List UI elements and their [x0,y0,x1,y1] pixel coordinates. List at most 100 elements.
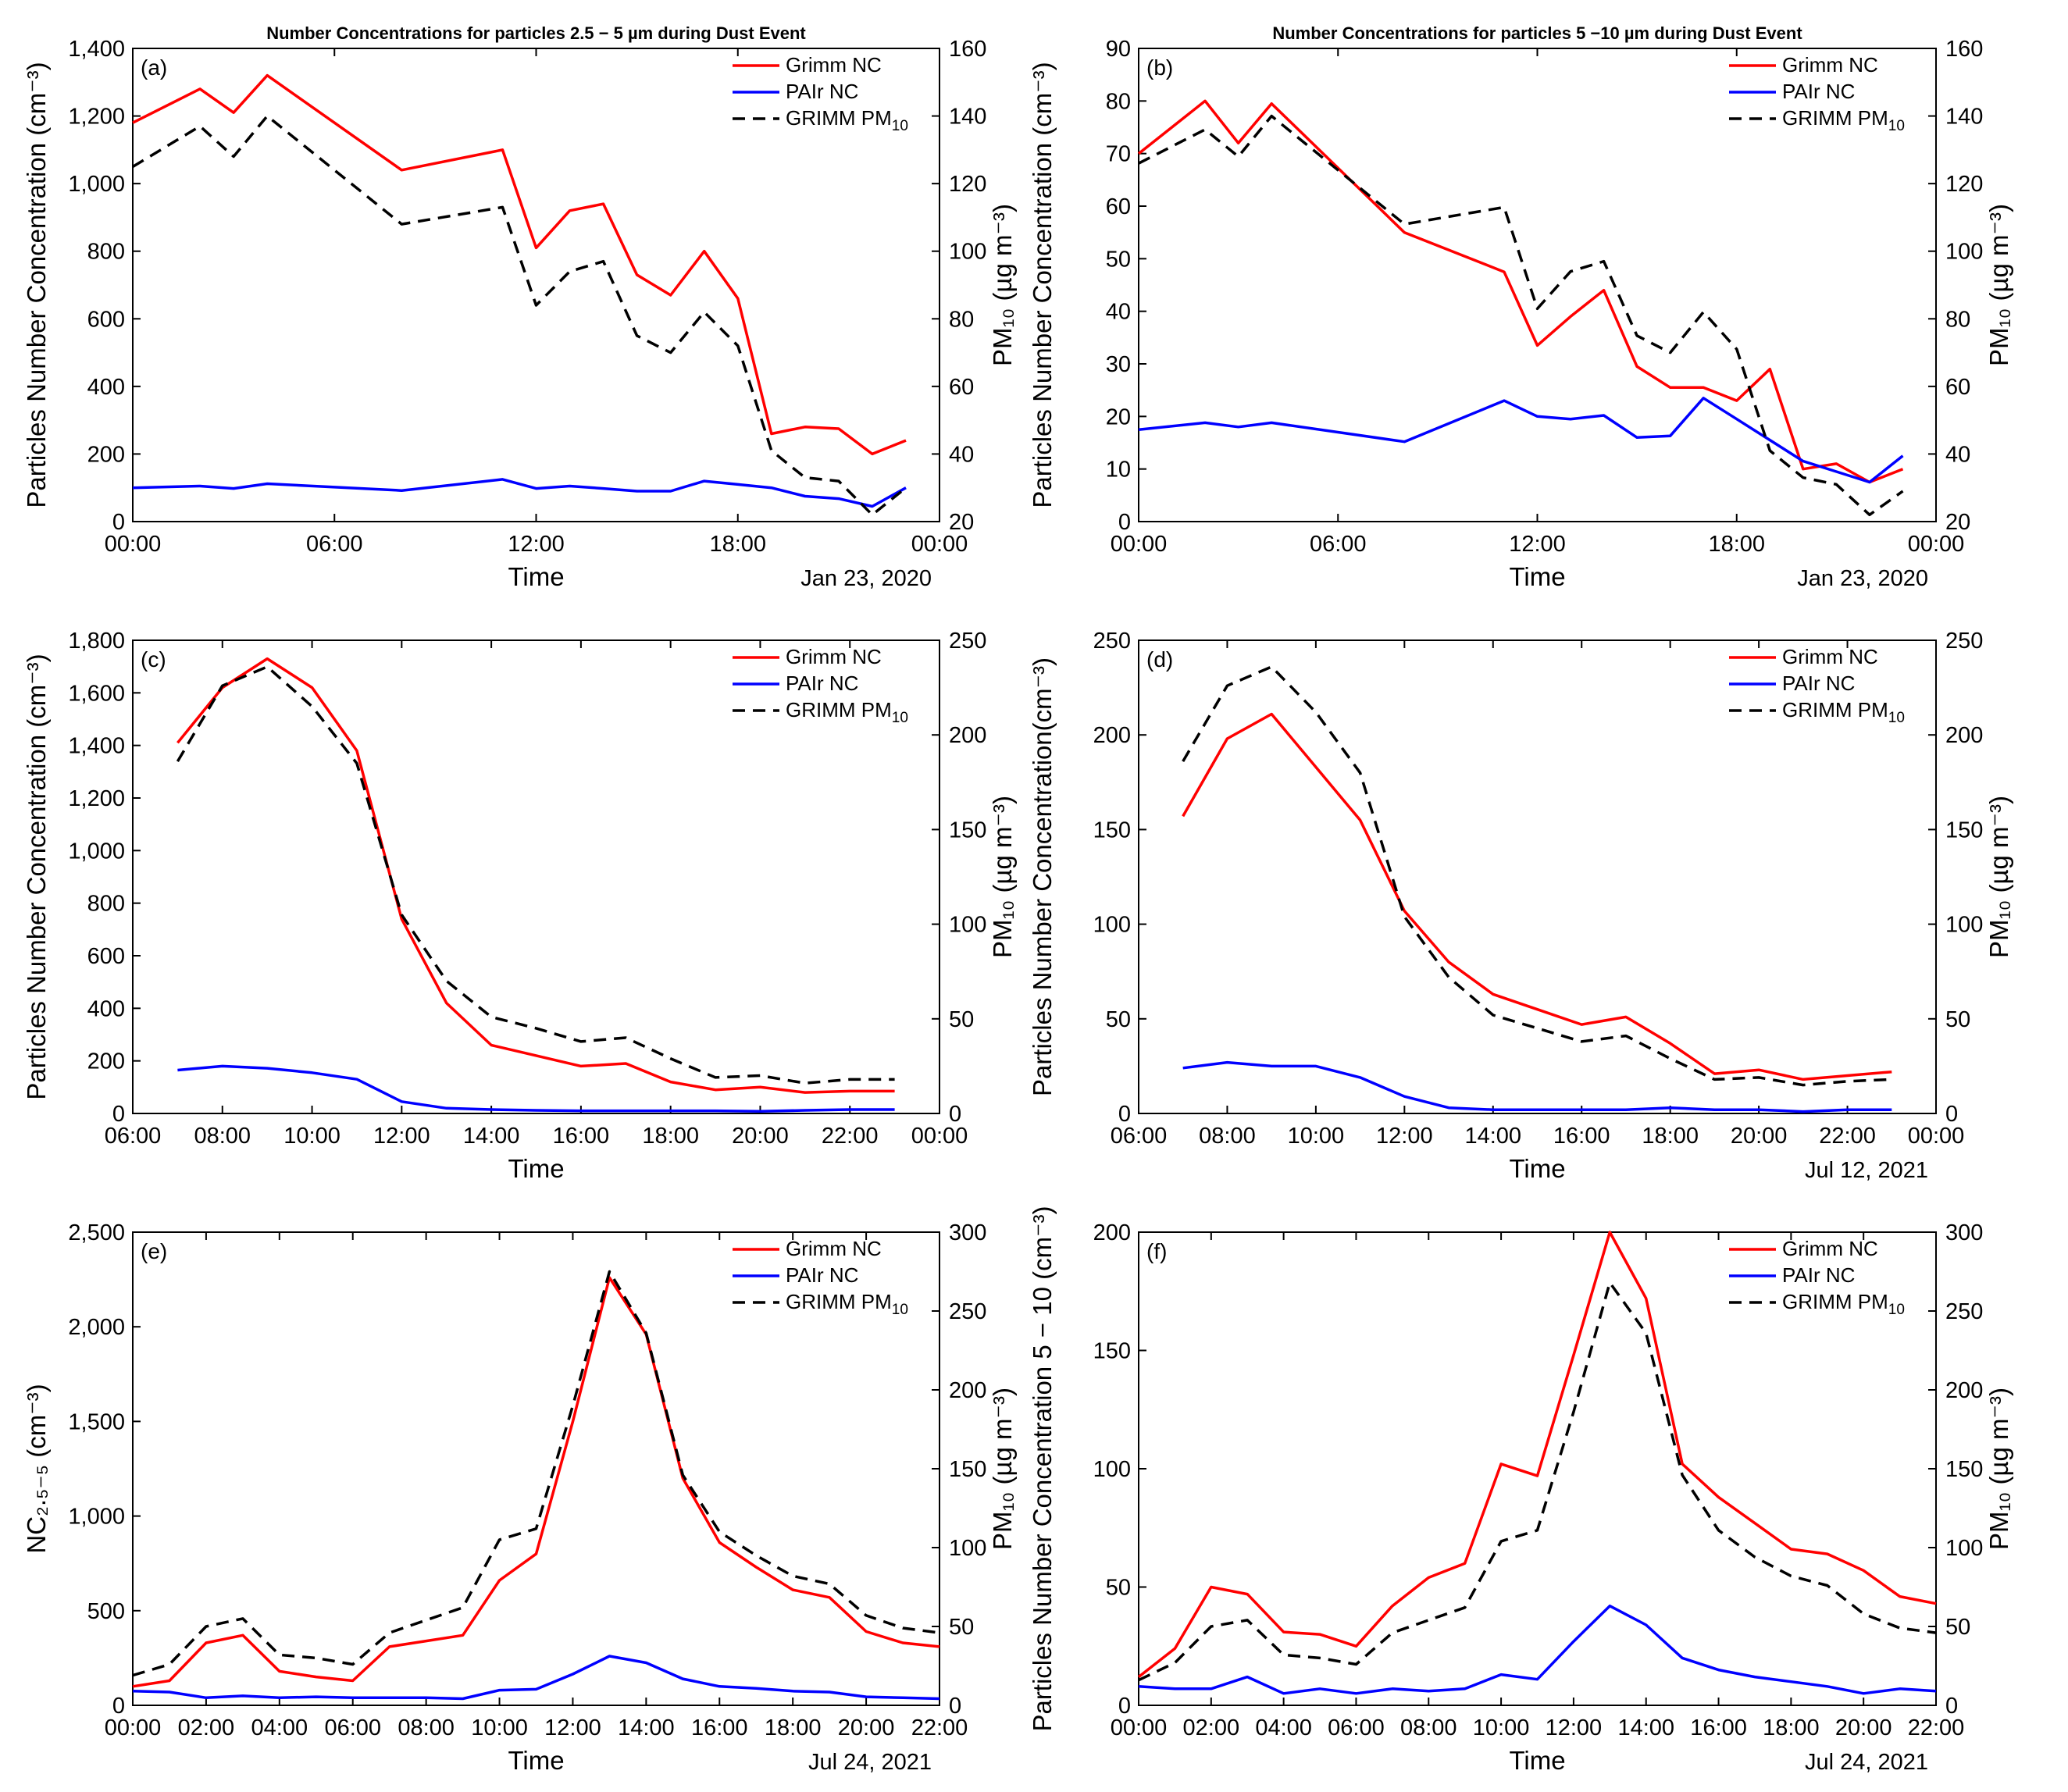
y-right-tick-label: 200 [1945,1378,1983,1403]
series-line-red [132,1276,940,1688]
y-right-tick-label: 100 [949,1536,986,1561]
y-right-tick-label: 20 [1945,510,1970,535]
x-tick-label: 00:00 [105,1715,162,1740]
x-tick-label: 14:00 [1617,1715,1674,1740]
legend-label: GRIMM PM10 [1782,698,1905,726]
x-tick-label: 06:00 [306,532,363,557]
y-tick-label: 600 [87,944,125,969]
series-line-blue [132,1655,940,1701]
series-line-dash [1138,1281,1937,1682]
legend-label: PAIr NC [1782,80,1855,103]
panel-label: (e) [141,1239,167,1263]
panel-label: (f) [1146,1239,1167,1263]
x-tick-label: 18:00 [765,1715,822,1740]
date-label: Jan 23, 2020 [1797,566,1928,591]
x-tick-label: 02:00 [1183,1715,1240,1740]
y-right-axis-label: PM₁₀ (µg m⁻³) [988,796,1017,958]
x-tick-label: 16:00 [691,1715,748,1740]
y-right-tick-label: 140 [1945,105,1983,130]
legend-subscript: 10 [1888,710,1905,726]
y-tick-label: 200 [87,442,125,467]
x-tick-label: 16:00 [553,1124,610,1149]
y-tick-label: 400 [87,996,125,1021]
y-tick-label: 50 [1106,1007,1131,1032]
legend-label: GRIMM PM10 [786,106,908,134]
legend: Grimm NC PAIr NC GRIMM PM10 [733,53,908,134]
x-tick-label: 20:00 [1731,1124,1788,1149]
x-tick-label: 08:00 [1199,1124,1256,1149]
x-tick-label: 20:00 [732,1124,789,1149]
y-tick-label: 600 [87,307,125,332]
panel-e: 00:00 02:00 04:00 06:00 08:00 10:00 12:00 14:00… [22,1220,1017,1775]
legend-label: Grimm NC [1782,53,1878,77]
y-right-tick-label: 100 [1945,240,1983,265]
x-axis-label: Time [508,1154,564,1183]
y-tick-label: 10 [1106,458,1131,483]
panel-f: 00:00 02:00 04:00 06:00 08:00 10:00 12:00 14:00… [1028,1206,2013,1775]
y-right-tick-label: 100 [1945,1536,1983,1561]
y-right-tick-label: 0 [949,1694,961,1719]
y-tick-label: 1,800 [68,629,125,654]
y-right-tick-label: 250 [949,1299,986,1324]
x-tick-label: 22:00 [822,1124,879,1149]
x-tick-label: 06:00 [324,1715,381,1740]
x-tick-label: 20:00 [838,1715,895,1740]
date-label: Jul 24, 2021 [1805,1750,1928,1775]
x-tick-label: 12:00 [1509,532,1566,557]
panel-c: 06:00 08:00 10:00 12:00 14:00 16:00 18:00 20:00… [22,629,1017,1183]
y-right-tick-label: 50 [949,1007,974,1032]
x-tick-label: 20:00 [1835,1715,1892,1740]
x-tick-label: 14:00 [463,1124,520,1149]
legend-subscript: 10 [892,710,908,726]
y-tick-label: 800 [87,892,125,917]
legend-label: PAIr NC [1782,672,1855,695]
panel-a: 00:00 06:00 12:00 18:00 00:0002004006008001,… [22,23,1017,591]
x-tick-label: 00:00 [1111,532,1168,557]
legend: Grimm NC PAIr NC GRIMM PM10 [1729,1237,1905,1318]
y-tick-label: 2,500 [68,1220,125,1245]
y-tick-label: 100 [1093,913,1131,938]
y-tick-label: 2,000 [68,1315,125,1340]
y-tick-label: 50 [1106,1576,1131,1601]
x-axis-label: Time [508,1746,564,1775]
y-tick-label: 90 [1106,37,1131,62]
date-label: Jan 23, 2020 [800,566,932,591]
y-right-axis-label: PM₁₀ (µg m⁻³) [1984,796,2013,958]
series-line-blue [1138,397,1904,484]
legend-label: PAIr NC [1782,1263,1855,1287]
series-line-dash [132,114,907,517]
series-line-dash [1138,114,1904,517]
panel-label: (a) [141,55,167,80]
panel-title: Number Concentrations for particles 5 −1… [1272,23,1802,43]
y-axis-label: Particles Number Concentration(cm⁻³) [1028,657,1057,1096]
y-right-tick-label: 120 [1945,172,1983,197]
series-line-red [1137,1231,1937,1678]
series-line-red [132,73,907,456]
y-tick-label: 0 [1118,510,1131,535]
legend: Grimm NC PAIr NC GRIMM PM10 [733,1237,908,1318]
y-tick-label: 100 [1093,1457,1131,1482]
y-tick-label: 20 [1106,404,1131,429]
series-line-red [1137,99,1904,484]
y-tick-label: 1,000 [68,1505,125,1530]
y-tick-label: 0 [1118,1694,1131,1719]
y-tick-label: 400 [87,375,125,400]
x-tick-label: 18:00 [1708,532,1765,557]
legend-label: Grimm NC [1782,645,1878,668]
y-right-tick-label: 0 [1945,1102,1958,1127]
panel-label: (c) [141,647,166,672]
x-tick-label: 18:00 [709,532,766,557]
legend-label: PAIr NC [786,80,858,103]
y-tick-label: 150 [1093,818,1131,843]
legend-label: Grimm NC [1782,1237,1878,1260]
panel-d: 06:00 08:00 10:00 12:00 14:00 16:00 18:00 20:00… [1028,629,2013,1183]
x-tick-label: 12:00 [544,1715,601,1740]
y-tick-label: 0 [1118,1102,1131,1127]
y-right-tick-label: 50 [1945,1615,1970,1640]
y-right-tick-label: 150 [1945,818,1983,843]
panel-label: (d) [1146,647,1173,672]
legend-subscript: 10 [1888,118,1905,134]
x-tick-label: 06:00 [1111,1124,1168,1149]
x-tick-label: 00:00 [911,532,968,557]
